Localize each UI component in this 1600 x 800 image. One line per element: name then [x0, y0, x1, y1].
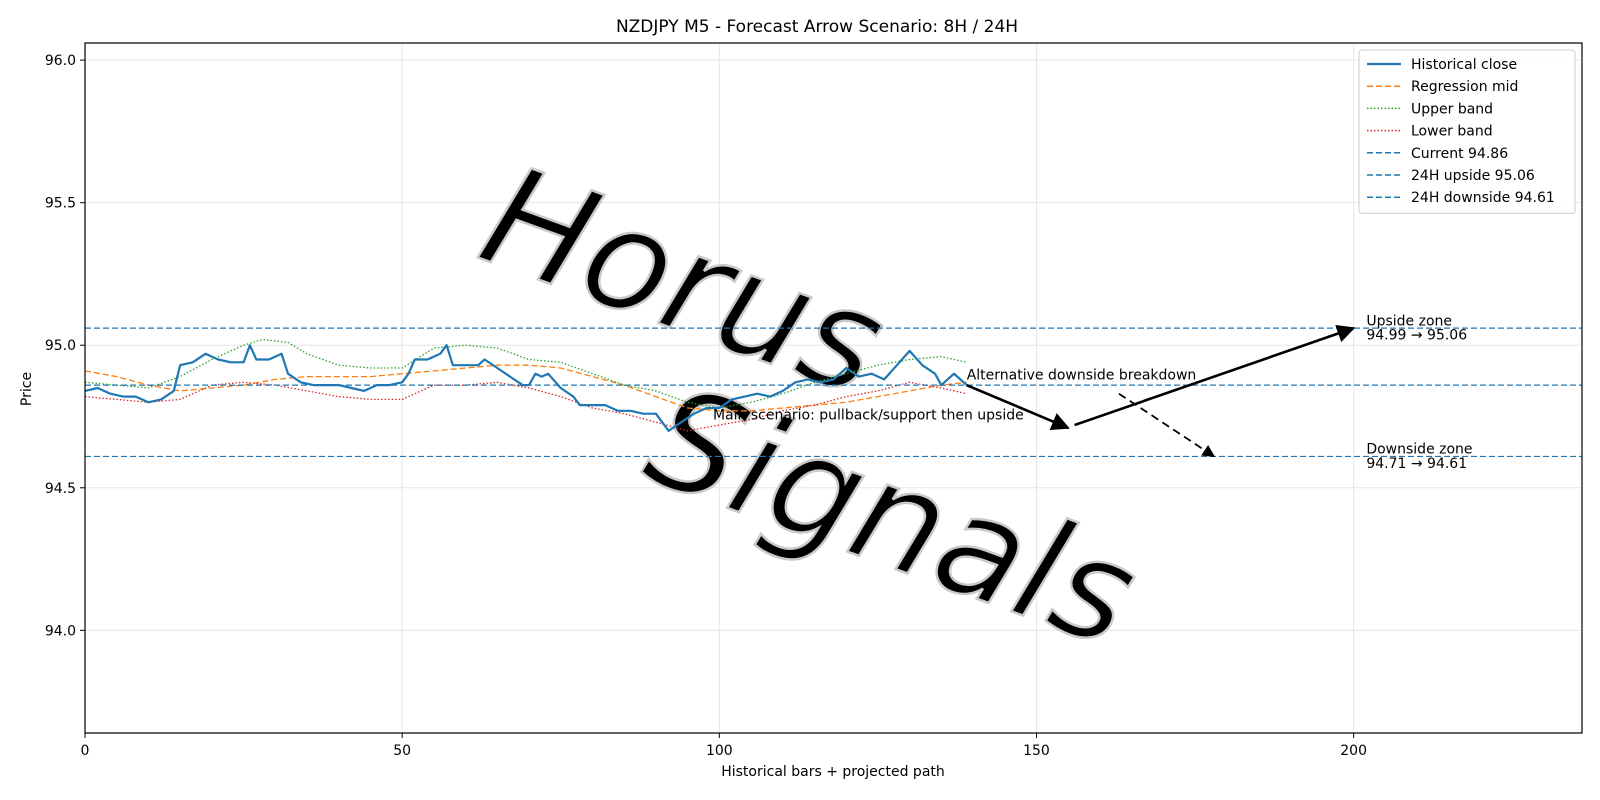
annotation-text: Main scenario: pullback/support then ups… — [713, 407, 1024, 423]
series-upper-band — [84, 338, 967, 409]
x-tick-label: 0 — [81, 743, 90, 759]
annotation-text: 94.99 → 95.06 — [1366, 328, 1467, 344]
grid — [84, 43, 1582, 733]
x-tick-label: 200 — [1340, 743, 1367, 759]
annotation-text: Downside zone — [1366, 442, 1472, 458]
plot-frame — [84, 42, 1583, 734]
annotation-text: 94.71 → 94.61 — [1366, 456, 1467, 472]
y-tick-label: 94.5 — [45, 481, 76, 497]
y-tick-label: 94.0 — [45, 623, 76, 639]
legend-label: Current 94.86 — [1411, 146, 1508, 162]
tick-layer: 0 50 100 150 200 94.0 94.5 95.0 95.5 96.0 — [45, 53, 1367, 759]
series-lower-band — [84, 381, 967, 432]
legend-label: 24H downside 94.61 — [1411, 190, 1555, 206]
legend: Historical close Regression mid Upper band… — [1358, 49, 1576, 214]
y-tick-label: 96.0 — [45, 53, 76, 69]
y-tick-label: 95.0 — [45, 338, 76, 354]
legend-label: Historical close — [1411, 57, 1517, 73]
x-tick-label: 50 — [393, 743, 411, 759]
chart-title: NZDJPY M5 - Forecast Arrow Scenario: 8H … — [616, 17, 1018, 37]
x-tick-label: 100 — [706, 743, 733, 759]
series-regression-mid — [84, 364, 967, 412]
y-axis-label: Price — [19, 372, 35, 406]
y-tick-label: 95.5 — [45, 196, 76, 212]
legend-label: Regression mid — [1411, 79, 1518, 95]
legend-box — [1358, 49, 1576, 214]
legend-label: 24H upside 95.06 — [1411, 168, 1535, 184]
arrow-layer — [966, 324, 1356, 458]
x-tick-label: 150 — [1023, 743, 1050, 759]
series-layer — [84, 327, 1582, 458]
watermark-text: Signals — [627, 355, 1155, 680]
annotation-text: Upside zone — [1366, 313, 1452, 329]
annotation-text: Alternative downside breakdown — [967, 367, 1197, 383]
legend-label: Upper band — [1411, 101, 1493, 117]
legend-label: Lower band — [1411, 124, 1493, 140]
annotation-layer: Alternative downside breakdown Main scena… — [713, 313, 1473, 472]
series-historical-close — [84, 344, 968, 432]
arrow-main-leg-1 — [966, 383, 1070, 430]
arrow-alt-down — [1118, 392, 1216, 458]
arrow-main-leg-2 — [1074, 324, 1356, 427]
x-axis-label: Historical bars + projected path — [721, 764, 945, 780]
